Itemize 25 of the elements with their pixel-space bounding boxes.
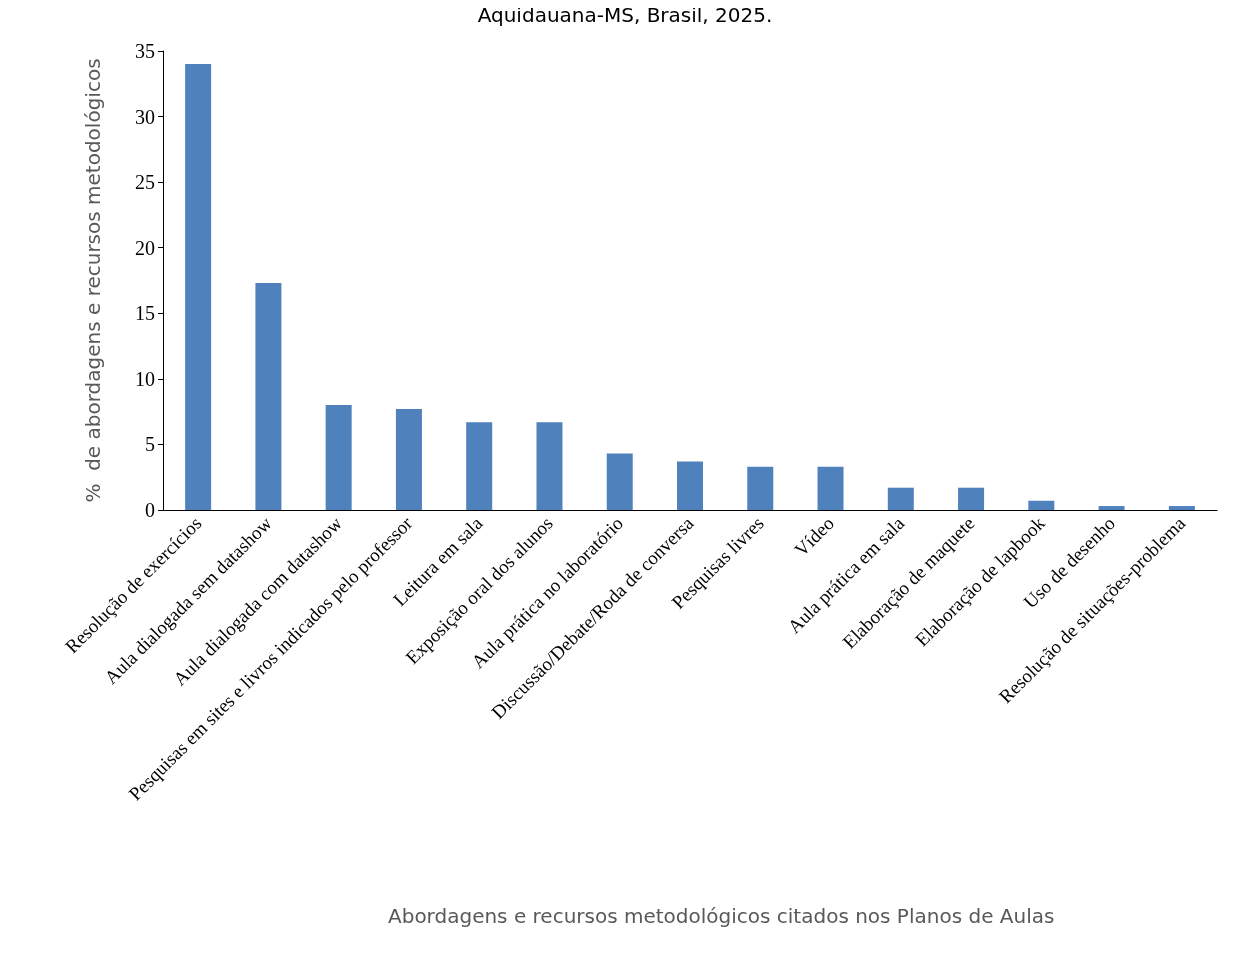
bar <box>1168 506 1195 510</box>
bar <box>325 405 352 510</box>
bar <box>606 453 633 510</box>
y-tick-label: 25 <box>135 171 155 194</box>
bar <box>1028 500 1055 510</box>
bar <box>677 461 703 510</box>
y-tick-label: 20 <box>135 236 155 259</box>
bar <box>747 466 774 510</box>
y-tick-label: 30 <box>135 105 155 128</box>
bar <box>185 64 212 510</box>
y-tick-label: 35 <box>135 40 155 62</box>
bar <box>466 422 493 510</box>
bar <box>887 487 914 510</box>
bar <box>255 283 282 510</box>
y-tick-label: 5 <box>145 433 155 456</box>
bar <box>1098 506 1125 510</box>
x-axis-title: Abordagens e recursos metodológicos citados nos Planos de Aulas <box>388 904 1055 928</box>
bar <box>395 409 422 510</box>
y-tick-label: 0 <box>145 499 155 521</box>
y-axis-title: % de abordagens e recursos metodológicos <box>81 58 105 503</box>
y-tick-label: 10 <box>135 367 155 390</box>
bar <box>536 422 563 510</box>
bar <box>817 466 844 510</box>
y-tick-label: 15 <box>135 302 155 325</box>
bar <box>958 487 985 510</box>
